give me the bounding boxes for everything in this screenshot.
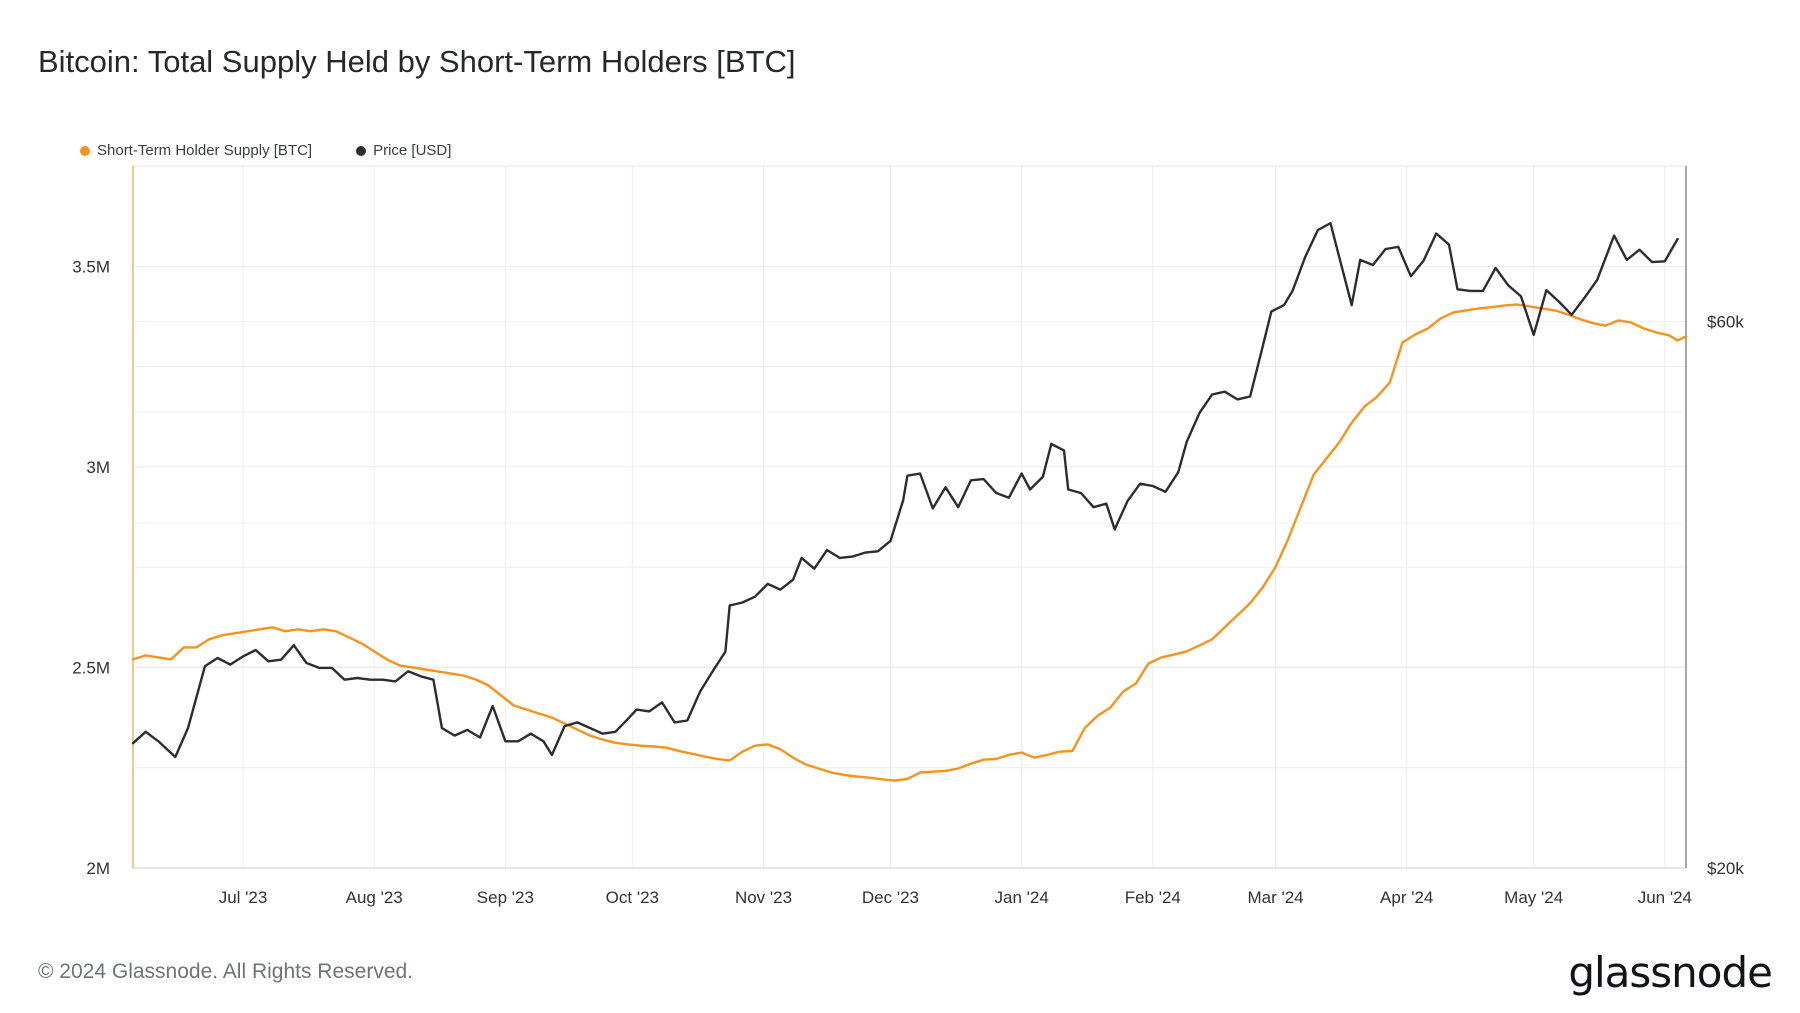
x-axis-tick-label: Jan '24 bbox=[994, 888, 1048, 907]
legend-dot-sth-supply bbox=[80, 145, 90, 156]
series-line-price[interactable] bbox=[131, 221, 1679, 759]
x-axis-tick-label: Jul '23 bbox=[219, 888, 268, 907]
legend-dot-price bbox=[356, 145, 367, 156]
axes bbox=[132, 165, 1687, 869]
x-axis-tick-label: May '24 bbox=[1504, 888, 1563, 907]
x-axis-ticks: Jul '23 Aug '23 Sep '23 Oct '23 Nov '23 Dec '… bbox=[219, 888, 1692, 907]
series-group bbox=[131, 221, 1688, 782]
series-line-sth-supply[interactable] bbox=[131, 303, 1688, 782]
y-axis-left-ticks: 2M 2.5M 3M 3.5M bbox=[72, 257, 110, 878]
y-axis-left-tick-label: 2.5M bbox=[72, 658, 110, 677]
y-axis-left-tick-label: 3M bbox=[86, 458, 110, 477]
x-axis-tick-label: Nov '23 bbox=[735, 888, 792, 907]
legend-item-price[interactable]: Price [USD] bbox=[356, 142, 451, 159]
x-axis-tick-label: Dec '23 bbox=[862, 888, 919, 907]
legend-label-price: Price [USD] bbox=[373, 142, 452, 159]
legend-label-sth-supply: Short-Term Holder Supply [BTC] bbox=[97, 142, 313, 159]
copyright-text: © 2024 Glassnode. All Rights Reserved. bbox=[38, 960, 414, 983]
x-axis-tick-label: Aug '23 bbox=[346, 888, 403, 907]
grid-lines bbox=[133, 165, 1686, 869]
y-axis-left-tick-label: 3.5M bbox=[72, 257, 110, 276]
x-axis-tick-label: Oct '23 bbox=[606, 888, 659, 907]
x-axis-tick-label: Jun '24 bbox=[1638, 888, 1692, 907]
y-axis-right-tick-label: $60k bbox=[1707, 312, 1744, 331]
y-axis-right-ticks: $20k $60k bbox=[1707, 312, 1744, 878]
chart-legend: Short-Term Holder Supply [BTC] Price [US… bbox=[80, 142, 451, 159]
x-axis-tick-label: Apr '24 bbox=[1380, 888, 1433, 907]
y-axis-left-tick-label: 2M bbox=[86, 859, 110, 878]
legend-item-sth-supply[interactable]: Short-Term Holder Supply [BTC] bbox=[80, 142, 312, 159]
glassnode-logo: glassnode bbox=[1568, 948, 1773, 997]
y-axis-right-tick-label: $20k bbox=[1707, 859, 1744, 878]
chart-title: Bitcoin: Total Supply Held by Short-Term… bbox=[38, 44, 796, 79]
x-axis-tick-label: Feb '24 bbox=[1125, 888, 1181, 907]
x-axis-tick-label: Sep '23 bbox=[477, 888, 534, 907]
x-axis-tick-label: Mar '24 bbox=[1247, 888, 1303, 907]
